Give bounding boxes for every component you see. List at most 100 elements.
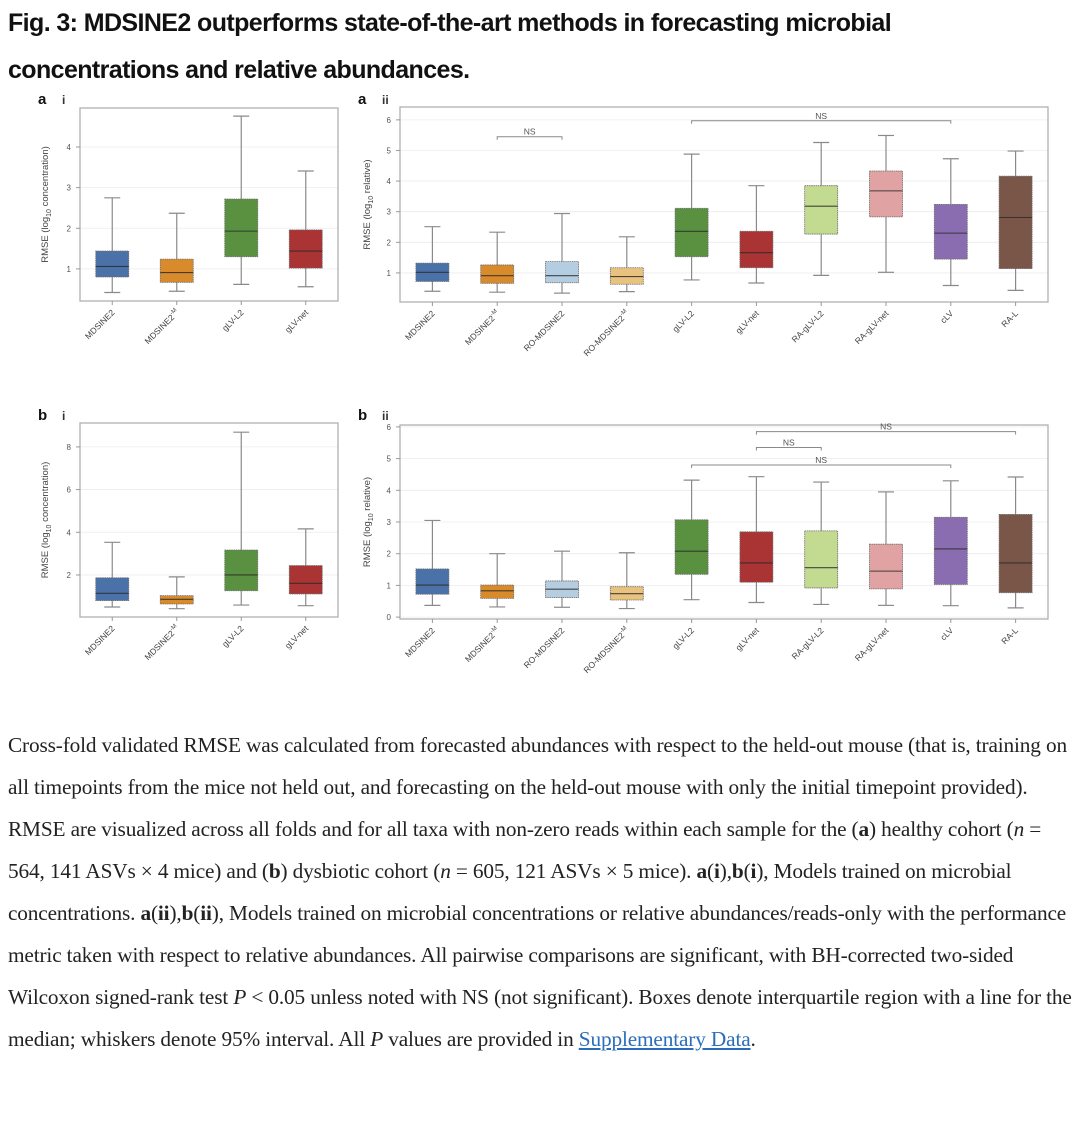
caption-text: < 0.05 unless noted with NS (not signifi… [8, 985, 1072, 1051]
y-tick-label: 0 [387, 613, 392, 622]
box-iqr [95, 577, 130, 601]
x-tick-label: MDSINE2 [83, 307, 117, 341]
box-ra-glv-l2 [804, 481, 839, 606]
supplementary-data-link[interactable]: Supplementary Data [578, 1027, 751, 1051]
y-tick-label: 5 [387, 146, 392, 155]
x-tick-label: RA-L [999, 625, 1020, 646]
figure-title: Fig. 3: MDSINE2 outperforms state-of-the… [8, 0, 1078, 94]
caption-text: Cross-fold validated RMSE was calculated… [8, 733, 1067, 841]
x-tick-label-superscript: -M [169, 307, 178, 316]
box-mdsine2-m [159, 212, 194, 292]
bracket-line [755, 447, 822, 451]
box-iqr [288, 565, 323, 595]
x-tick-label: gLV-net [283, 623, 311, 651]
bracket-line [691, 464, 952, 468]
x-tick-label: RO-MDSINE2-M [581, 625, 631, 675]
box-ra-l [998, 476, 1033, 609]
panel-letter: a [358, 91, 367, 108]
y-axis-label-main: RMSE (log [40, 217, 51, 263]
box-iqr [674, 519, 709, 575]
y-tick-label: 8 [67, 443, 72, 452]
plot-frame [79, 107, 339, 302]
y-tick-label: 3 [387, 208, 392, 217]
y-tick-label: 2 [67, 571, 72, 580]
box-clv [933, 480, 968, 607]
x-tick-label: MDSINE2-M [463, 625, 502, 664]
x-tick-label-main: MDSINE2 [463, 313, 497, 347]
box-mdsine2 [415, 519, 450, 606]
y-tick-label: 2 [387, 550, 392, 559]
caption-text: ) dysbiotic cohort ( [280, 859, 441, 883]
caption-text: values are provided in [383, 1027, 579, 1051]
x-tick-label-superscript: -M [169, 623, 178, 632]
box-iqr [159, 258, 194, 283]
y-axis-label-subscript: 10 [46, 524, 53, 532]
x-tick-label-main: RO-MDSINE2 [581, 313, 626, 358]
x-tick-label-main: MDSINE2 [142, 312, 176, 346]
box-ra-glv-net [869, 134, 903, 273]
panel-numeral: ii [382, 93, 389, 107]
y-tick-label: 4 [67, 143, 72, 152]
caption-text: P [233, 985, 247, 1009]
ns-label: NS [815, 455, 827, 465]
box-ra-glv-net [869, 491, 903, 606]
box-mdsine2-m [480, 231, 515, 293]
box-glv-net [739, 185, 774, 284]
box-ro-mdsine2 [545, 212, 579, 294]
caption-text: = 605, 121 ASVs × 5 mice). [450, 859, 697, 883]
box-clv [933, 158, 968, 287]
x-tick-label-superscript: -M [490, 308, 499, 317]
ns-label: NS [880, 422, 892, 432]
y-axis-label-main: RMSE (log [362, 521, 373, 567]
box-iqr [933, 203, 968, 260]
y-axis-label: RMSE (log10 relative) [362, 477, 375, 567]
box-mdsine2 [95, 541, 130, 608]
caption-text: n [440, 859, 451, 883]
y-axis-label-subscript: 10 [368, 513, 375, 521]
y-axis-label-main: RMSE (log [40, 532, 51, 578]
box-iqr [869, 170, 903, 218]
y-tick-label: 2 [387, 238, 392, 247]
bracket-line [496, 136, 563, 140]
box-glv-l2 [674, 479, 709, 601]
x-tick-label: RA-L [999, 308, 1020, 329]
x-tick-label: MDSINE2 [403, 308, 437, 342]
x-tick-label-main: MDSINE2 [463, 630, 497, 664]
caption-text: ) healthy cohort ( [869, 817, 1014, 841]
bracket-line [691, 120, 952, 124]
caption-text: ii [200, 901, 212, 925]
x-tick-label: MDSINE2 [83, 623, 117, 657]
panel-numeral: ii [382, 409, 389, 423]
y-tick-label: 5 [387, 455, 392, 464]
box-iqr [609, 267, 644, 285]
figure-caption: Cross-fold validated RMSE was calculated… [8, 724, 1076, 1060]
y-tick-label: 6 [67, 486, 72, 495]
y-tick-label: 6 [387, 116, 392, 125]
box-iqr [869, 543, 903, 590]
y-tick-label: 4 [67, 528, 72, 537]
box-ra-l [998, 150, 1033, 291]
caption-text: ( [707, 859, 714, 883]
y-axis-label: RMSE (log10 relative) [362, 159, 375, 249]
y-tick-label: 1 [67, 265, 72, 274]
box-iqr [739, 230, 774, 269]
x-tick-label: cLV [938, 308, 955, 325]
x-tick-label: RO-MDSINE2-M [581, 308, 631, 358]
box-ro-mdsine2-m [609, 236, 644, 293]
caption-text: i [713, 859, 720, 883]
y-axis-label: RMSE (log10 concentration) [40, 462, 53, 579]
box-iqr [674, 207, 709, 258]
x-tick-label-superscript: -M [619, 625, 628, 634]
caption-text: ii [157, 901, 170, 925]
x-tick-label: gLV-net [733, 625, 761, 653]
caption-text: i [750, 859, 757, 883]
x-tick-label: MDSINE2-M [142, 623, 181, 662]
x-tick-label: gLV-net [283, 307, 311, 335]
x-tick-label-main: MDSINE2 [142, 628, 176, 662]
box-iqr [804, 185, 839, 235]
x-tick-label-superscript: -M [619, 308, 628, 317]
figure-title-line-2: concentrations and relative abundances. [8, 56, 470, 84]
